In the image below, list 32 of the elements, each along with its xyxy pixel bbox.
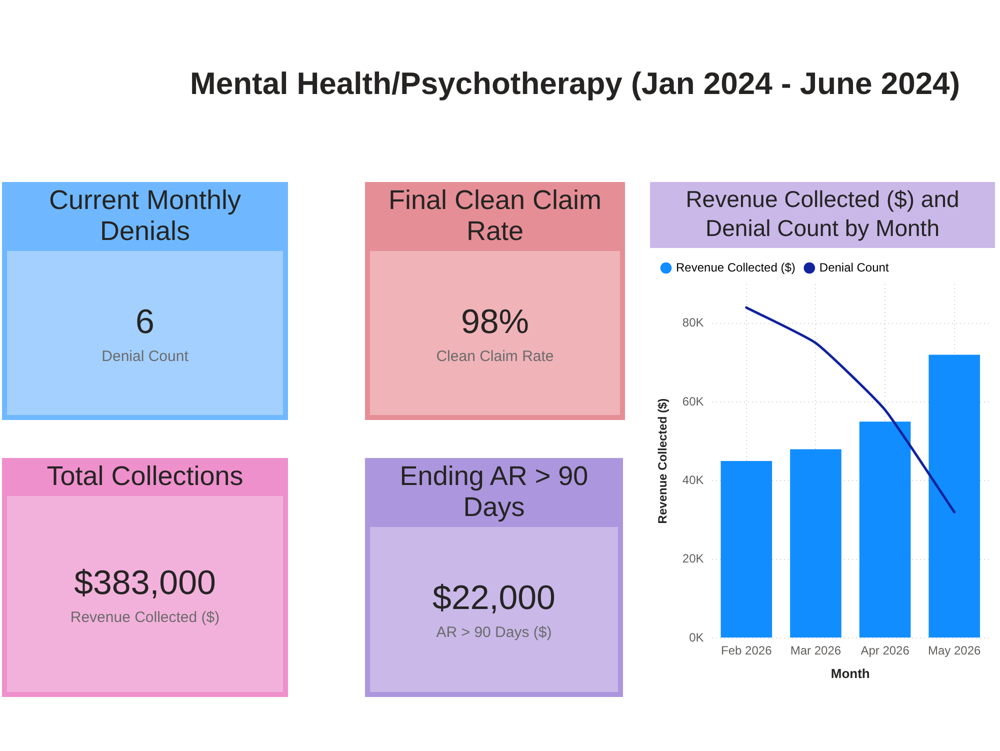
text: Revenue Collected ($) [70,608,220,626]
text: $383,000 [74,562,216,602]
legend-label: Revenue Collected ($) [676,260,796,274]
text: AR > 90 Days ($) [436,624,552,641]
text: 6 [136,302,154,342]
y-axis-title: Revenue Collected ($) [656,398,670,524]
x-tick-label: May 2026 [928,644,982,658]
text: Final Clean Claim Rate [387,184,603,248]
y-tick-label: 60K [682,394,704,408]
x-tick-label: Mar 2026 [790,644,842,658]
text: Mental Health/Psychotherapy (Jan 2024 - June 2024) [190,66,960,102]
text: Current Monthly Denials [48,184,242,248]
text: Clean Claim Rate [436,348,554,364]
chart-title: Revenue Collected ($) and Denial Count by Month [650,182,995,248]
text: Denial Count [102,348,188,364]
legend-label: Denial Count [819,260,890,274]
y-tick-label: 20K [682,552,704,566]
bar [720,461,772,638]
bar [859,422,911,638]
text: Total Collections [46,460,244,493]
bar [928,354,980,638]
text: Ending AR > 90 Days [398,460,590,524]
text: $22,000 [432,578,556,618]
y-tick-label: 80K [682,316,704,330]
y-tick-label: 0K [689,630,704,644]
x-tick-label: Apr 2026 [860,644,910,658]
line-series [745,306,956,514]
y-tick-label: 40K [682,472,704,487]
bar [790,449,842,638]
x-axis-title: Month [830,666,870,681]
text: 98% [460,302,530,342]
x-tick-label: Feb 2026 [721,644,772,658]
